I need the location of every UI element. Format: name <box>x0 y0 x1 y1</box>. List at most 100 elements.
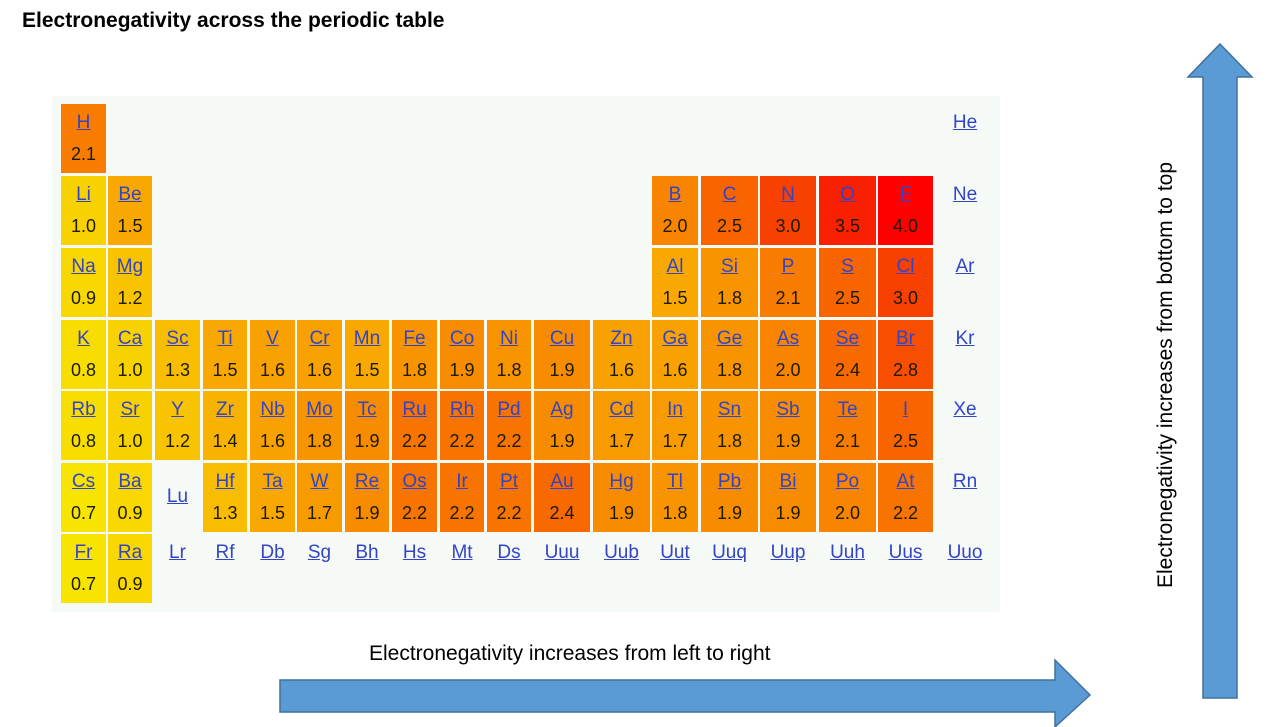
element-symbol-link[interactable]: Uup <box>770 542 806 563</box>
element-symbol-link[interactable]: Os <box>402 471 427 492</box>
element-symbol-link[interactable]: Pb <box>717 471 742 492</box>
element-symbol-link[interactable]: Ta <box>262 471 283 492</box>
element-symbol-link[interactable]: Hg <box>609 471 634 492</box>
element-symbol-link[interactable]: Nb <box>260 399 285 420</box>
element-symbol-link[interactable]: Mo <box>306 399 333 420</box>
element-cell-Au: Au 2.4 <box>534 463 590 532</box>
element-cell-Sr: Sr 1.0 <box>108 391 152 460</box>
element-symbol-link[interactable]: Hs <box>402 542 427 563</box>
element-symbol-link[interactable]: Hf <box>215 471 235 492</box>
element-symbol-link[interactable]: Au <box>550 471 574 492</box>
element-symbol-link[interactable]: Xe <box>953 399 977 420</box>
element-symbol-link[interactable]: Na <box>71 256 96 277</box>
element-symbol-link[interactable]: Y <box>171 399 184 420</box>
element-symbol-link[interactable]: He <box>952 112 978 133</box>
element-symbol-link[interactable]: Cd <box>609 399 634 420</box>
element-symbol-link[interactable]: Te <box>837 399 858 420</box>
element-symbol-link[interactable]: K <box>77 328 90 349</box>
element-symbol-link[interactable]: Cl <box>896 256 915 277</box>
element-symbol-link[interactable]: Lr <box>169 542 186 563</box>
element-symbol-link[interactable]: C <box>722 184 737 205</box>
element-symbol-link[interactable]: Ar <box>955 256 975 277</box>
element-symbol-link[interactable]: H <box>76 112 91 133</box>
element-symbol-link[interactable]: Zr <box>216 399 234 420</box>
element-symbol-link[interactable]: Mn <box>353 328 381 349</box>
element-symbol-link[interactable]: Pt <box>500 471 518 492</box>
element-symbol-link[interactable]: Ne <box>952 184 978 205</box>
element-symbol-link[interactable]: Mt <box>451 542 473 563</box>
element-symbol-link[interactable]: Be <box>118 184 142 205</box>
element-symbol-link[interactable]: Zn <box>610 328 633 349</box>
electronegativity-value: 1.0 <box>117 360 143 380</box>
element-symbol-link[interactable]: Co <box>449 328 475 349</box>
element-cell-Ne: Ne <box>940 176 990 245</box>
element-symbol-link[interactable]: Cs <box>71 471 96 492</box>
element-symbol-link[interactable]: Ni <box>500 328 518 349</box>
element-symbol-link[interactable]: Ca <box>117 328 143 349</box>
element-symbol-link[interactable]: Pd <box>497 399 521 420</box>
element-symbol-link[interactable]: Sc <box>166 328 189 349</box>
element-symbol-link[interactable]: Ge <box>716 328 743 349</box>
element-symbol-link[interactable]: Sn <box>717 399 742 420</box>
element-symbol-link[interactable]: Sr <box>120 399 140 420</box>
element-symbol-link[interactable]: Uut <box>660 542 690 563</box>
element-symbol-link[interactable]: As <box>776 328 800 349</box>
element-symbol-link[interactable]: Uub <box>604 542 639 563</box>
element-symbol-link[interactable]: Ra <box>117 542 143 563</box>
element-symbol-link[interactable]: Si <box>721 256 738 277</box>
element-symbol-link[interactable]: Mg <box>116 256 144 277</box>
element-symbol-link[interactable]: Cu <box>549 328 575 349</box>
element-symbol-link[interactable]: At <box>896 471 915 492</box>
element-symbol-link[interactable]: Bi <box>779 471 797 492</box>
element-symbol-link[interactable]: Uuh <box>830 542 865 563</box>
element-symbol-link[interactable]: B <box>668 184 682 205</box>
element-cell-Cr: Cr 1.6 <box>297 320 342 389</box>
element-cell-Br: Br 2.8 <box>878 320 933 389</box>
element-symbol-link[interactable]: Se <box>835 328 860 349</box>
element-symbol-link[interactable]: Fr <box>74 542 93 563</box>
element-symbol-link[interactable]: Ga <box>662 328 688 349</box>
element-symbol-link[interactable]: N <box>781 184 795 205</box>
element-symbol-link[interactable]: Ir <box>456 471 468 492</box>
element-symbol-link[interactable]: Rn <box>952 471 978 492</box>
element-symbol-link[interactable]: I <box>902 399 909 420</box>
element-symbol-link[interactable]: V <box>266 328 279 349</box>
element-symbol-link[interactable]: Db <box>260 542 285 563</box>
element-symbol-link[interactable]: Re <box>354 471 380 492</box>
element-symbol-link[interactable]: F <box>899 184 912 205</box>
element-symbol-link[interactable]: Al <box>666 256 684 277</box>
element-symbol-link[interactable]: Kr <box>955 328 975 349</box>
element-symbol-link[interactable]: Ba <box>118 471 142 492</box>
element-symbol-link[interactable]: Uus <box>888 542 923 563</box>
element-symbol-link[interactable]: Lu <box>166 486 189 507</box>
element-symbol-link[interactable]: Ru <box>402 399 427 420</box>
element-symbol-link[interactable]: Ti <box>217 328 233 349</box>
element-symbol-link[interactable]: Rb <box>71 399 96 420</box>
element-symbol-link[interactable]: Tl <box>667 471 683 492</box>
element-symbol-link[interactable]: In <box>667 399 683 420</box>
electronegativity-value: 1.9 <box>354 503 380 523</box>
element-symbol-link[interactable]: Ds <box>497 542 521 563</box>
element-symbol-link[interactable]: P <box>781 256 795 277</box>
electronegativity-value: 0.7 <box>70 503 97 523</box>
element-symbol-link[interactable]: Rf <box>215 542 235 563</box>
element-symbol-link[interactable]: Tc <box>357 399 377 420</box>
element-symbol-link[interactable]: Po <box>835 471 860 492</box>
element-symbol-link[interactable]: S <box>841 256 854 277</box>
element-symbol-link[interactable]: W <box>310 471 329 492</box>
element-symbol-link[interactable]: Cr <box>309 328 330 349</box>
element-symbol-link[interactable]: Bh <box>355 542 379 563</box>
element-cell-Ru: Ru 2.2 <box>392 391 437 460</box>
element-symbol-link[interactable]: Sb <box>776 399 800 420</box>
element-symbol-link[interactable]: Uuo <box>947 542 983 563</box>
element-symbol-link[interactable]: Fe <box>403 328 426 349</box>
element-symbol-link[interactable]: Li <box>76 184 91 205</box>
element-symbol-link[interactable]: Uuq <box>712 542 747 563</box>
element-symbol-link[interactable]: Rh <box>449 399 475 420</box>
element-symbol-link[interactable]: Br <box>896 328 915 349</box>
electronegativity-value: 2.5 <box>892 431 919 451</box>
element-symbol-link[interactable]: O <box>840 184 855 205</box>
element-symbol-link[interactable]: Sg <box>307 542 332 563</box>
element-symbol-link[interactable]: Ag <box>550 399 574 420</box>
element-symbol-link[interactable]: Uuu <box>544 542 580 563</box>
